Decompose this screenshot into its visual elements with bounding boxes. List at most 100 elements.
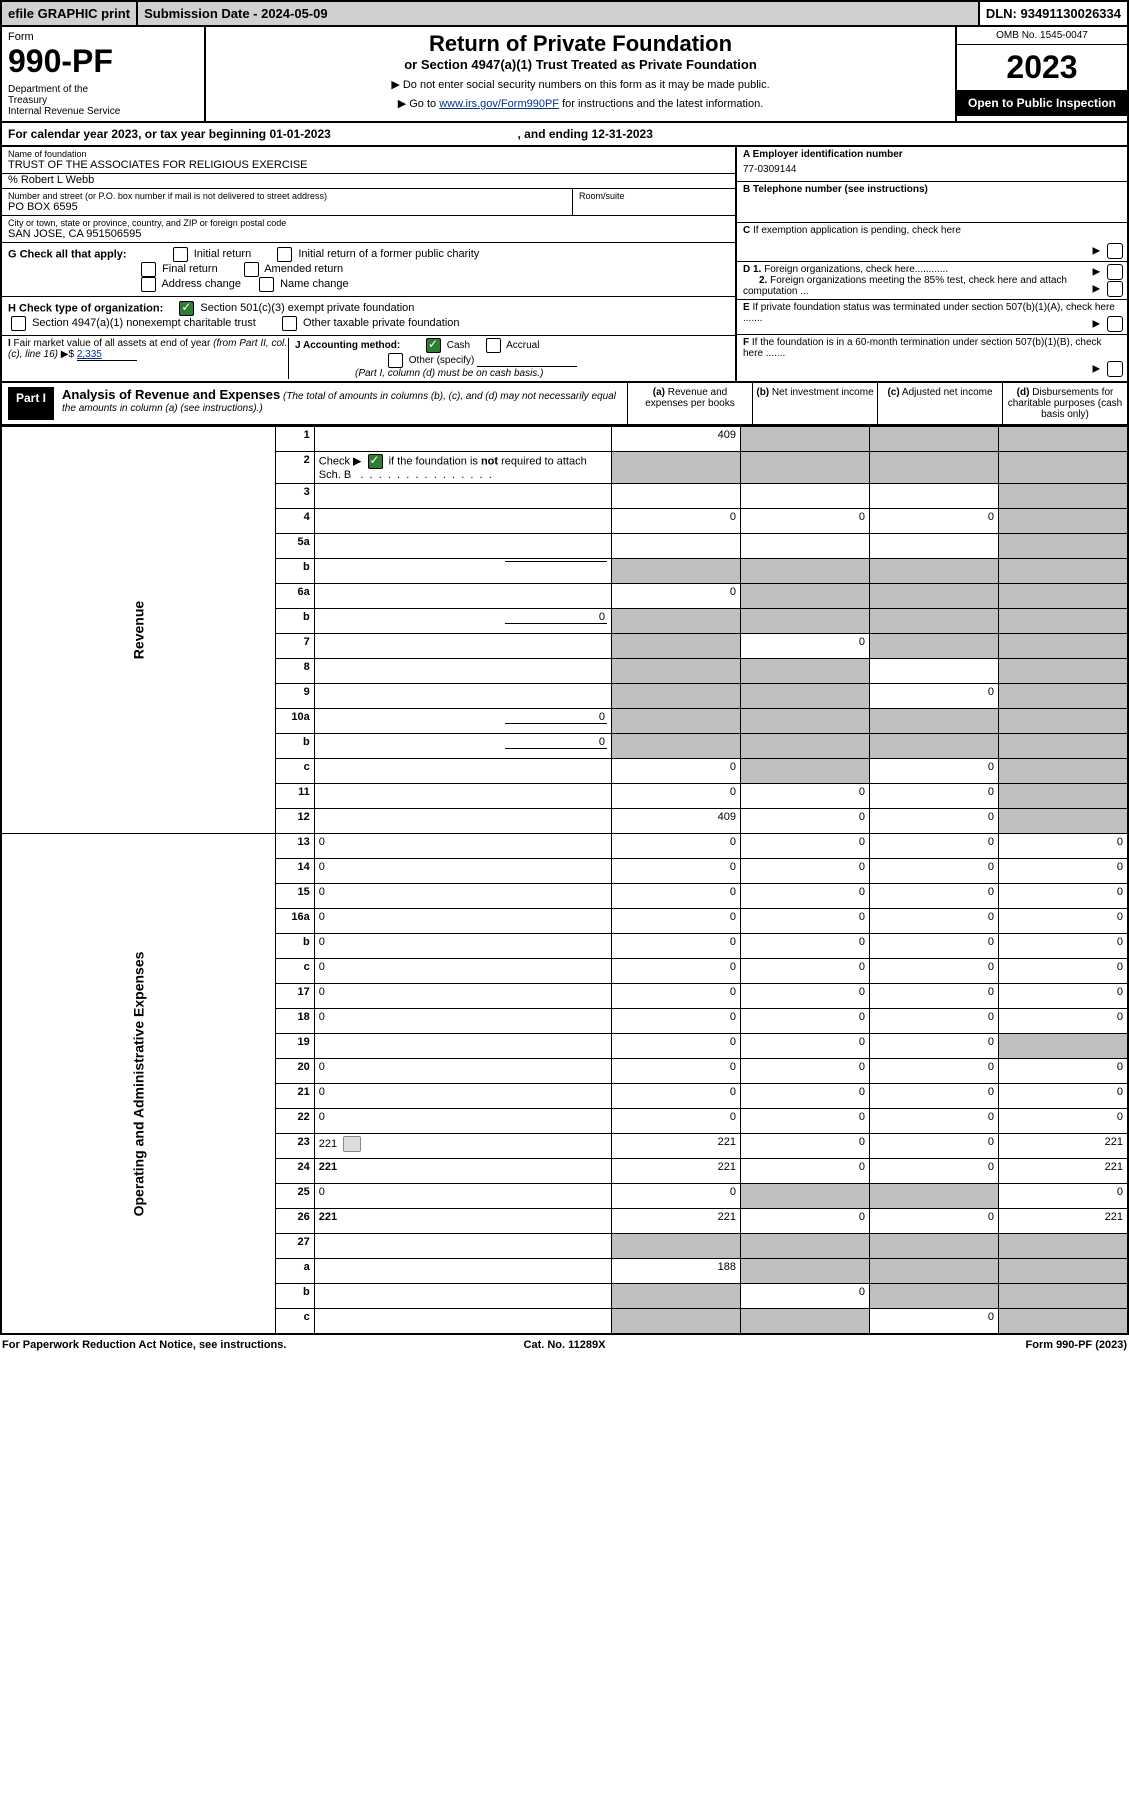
chk-d1[interactable]: [1107, 264, 1123, 280]
cell-a: [612, 559, 741, 584]
cell-d: [999, 559, 1129, 584]
submission-date: Submission Date - 2024-05-09: [138, 2, 980, 25]
cell-a: 0: [612, 1109, 741, 1134]
cell-c: [870, 709, 999, 734]
cell-d: 221: [999, 1134, 1129, 1159]
chk-other-taxable[interactable]: [282, 316, 297, 331]
cell-d: [999, 784, 1129, 809]
col-b: (b) Net investment income: [752, 383, 877, 424]
cell-b: [741, 609, 870, 634]
cell-d: [999, 1234, 1129, 1259]
cell-a: [612, 659, 741, 684]
cell-a: [612, 684, 741, 709]
chk-cash[interactable]: [426, 338, 441, 353]
cell-a: [612, 1284, 741, 1309]
col-c: (c) Adjusted net income: [877, 383, 1002, 424]
chk-initial-return[interactable]: [173, 247, 188, 262]
cell-d: [999, 1284, 1129, 1309]
row-number: 9: [275, 684, 314, 709]
cell-a: 0: [612, 959, 741, 984]
cell-d: 0: [999, 1009, 1129, 1034]
cell-a: [612, 609, 741, 634]
chk-c[interactable]: [1107, 243, 1123, 259]
row-number: 17: [275, 984, 314, 1009]
row-description: 0: [314, 1009, 611, 1034]
city-label: City or town, state or province, country…: [8, 218, 729, 228]
cell-c: 0: [870, 1159, 999, 1184]
cell-c: [870, 609, 999, 634]
cell-b: [741, 1259, 870, 1284]
calendar-year-row: For calendar year 2023, or tax year begi…: [0, 123, 1129, 147]
chk-initial-former[interactable]: [277, 247, 292, 262]
cell-b: [741, 1184, 870, 1209]
row-number: 8: [275, 659, 314, 684]
cell-b: 0: [741, 884, 870, 909]
row-number: 2: [275, 452, 314, 484]
cell-b: 0: [741, 859, 870, 884]
i-value[interactable]: 2,335: [77, 349, 137, 361]
row-description: 0: [314, 934, 611, 959]
chk-501c3[interactable]: [179, 301, 194, 316]
row-number: 4: [275, 509, 314, 534]
row-description: [314, 659, 611, 684]
chk-final-return[interactable]: [141, 262, 156, 277]
cell-c: 0: [870, 1309, 999, 1335]
chk-other-method[interactable]: [388, 353, 403, 368]
irs-link[interactable]: www.irs.gov/Form990PF: [439, 98, 559, 110]
schedule-icon[interactable]: [343, 1136, 361, 1152]
chk-name-change[interactable]: [259, 277, 274, 292]
chk-f[interactable]: [1107, 361, 1123, 377]
chk-d2[interactable]: [1107, 281, 1123, 297]
chk-address-change[interactable]: [141, 277, 156, 292]
row-description: [314, 534, 611, 559]
g-label: G Check all that apply:: [8, 248, 127, 260]
chk-amended-return[interactable]: [244, 262, 259, 277]
row-number: 7: [275, 634, 314, 659]
cell-b: [741, 709, 870, 734]
row-number: 19: [275, 1034, 314, 1059]
cell-c: [870, 1259, 999, 1284]
cell-b: 0: [741, 1134, 870, 1159]
cell-d: 0: [999, 884, 1129, 909]
cell-c: [870, 534, 999, 559]
cell-a: 0: [612, 834, 741, 859]
cell-c: 0: [870, 1209, 999, 1234]
chk-e[interactable]: [1107, 316, 1123, 332]
row-description: 0: [314, 1059, 611, 1084]
f-label: If the foundation is in a 60-month termi…: [743, 337, 1102, 359]
cell-c: 0: [870, 1084, 999, 1109]
cell-d: [999, 427, 1129, 452]
form-subtitle: or Section 4947(a)(1) Trust Treated as P…: [212, 57, 949, 72]
cell-a: 0: [612, 1034, 741, 1059]
row-number: 24: [275, 1159, 314, 1184]
cell-a: 0: [612, 584, 741, 609]
row-description: 0: [314, 959, 611, 984]
footer-left: For Paperwork Reduction Act Notice, see …: [2, 1339, 377, 1351]
part-title: Analysis of Revenue and Expenses: [62, 387, 280, 402]
cell-a: 0: [612, 1059, 741, 1084]
cell-a: [612, 1234, 741, 1259]
chk-sch-b[interactable]: [368, 454, 383, 469]
cell-a: 409: [612, 427, 741, 452]
cell-c: 0: [870, 1109, 999, 1134]
address-label: Number and street (or P.O. box number if…: [8, 191, 566, 201]
warning-2: ▶ Go to www.irs.gov/Form990PF for instru…: [212, 97, 949, 110]
cell-d: [999, 584, 1129, 609]
expenses-side-label: Operating and Administrative Expenses: [130, 951, 146, 1216]
chk-4947a1[interactable]: [11, 316, 26, 331]
cell-d: 0: [999, 834, 1129, 859]
chk-accrual[interactable]: [486, 338, 501, 353]
open-inspection: Open to Public Inspection: [957, 90, 1127, 116]
i-label: I: [8, 338, 11, 349]
cell-d: [999, 759, 1129, 784]
row-description: [314, 509, 611, 534]
row-number: 12: [275, 809, 314, 834]
cell-d: 0: [999, 1184, 1129, 1209]
cell-d: [999, 1259, 1129, 1284]
cell-a: 409: [612, 809, 741, 834]
row-description: 0: [314, 859, 611, 884]
cell-d: 0: [999, 1109, 1129, 1134]
form-label: Form: [8, 31, 198, 43]
j-label: J Accounting method:: [295, 340, 400, 351]
cell-c: 0: [870, 1034, 999, 1059]
